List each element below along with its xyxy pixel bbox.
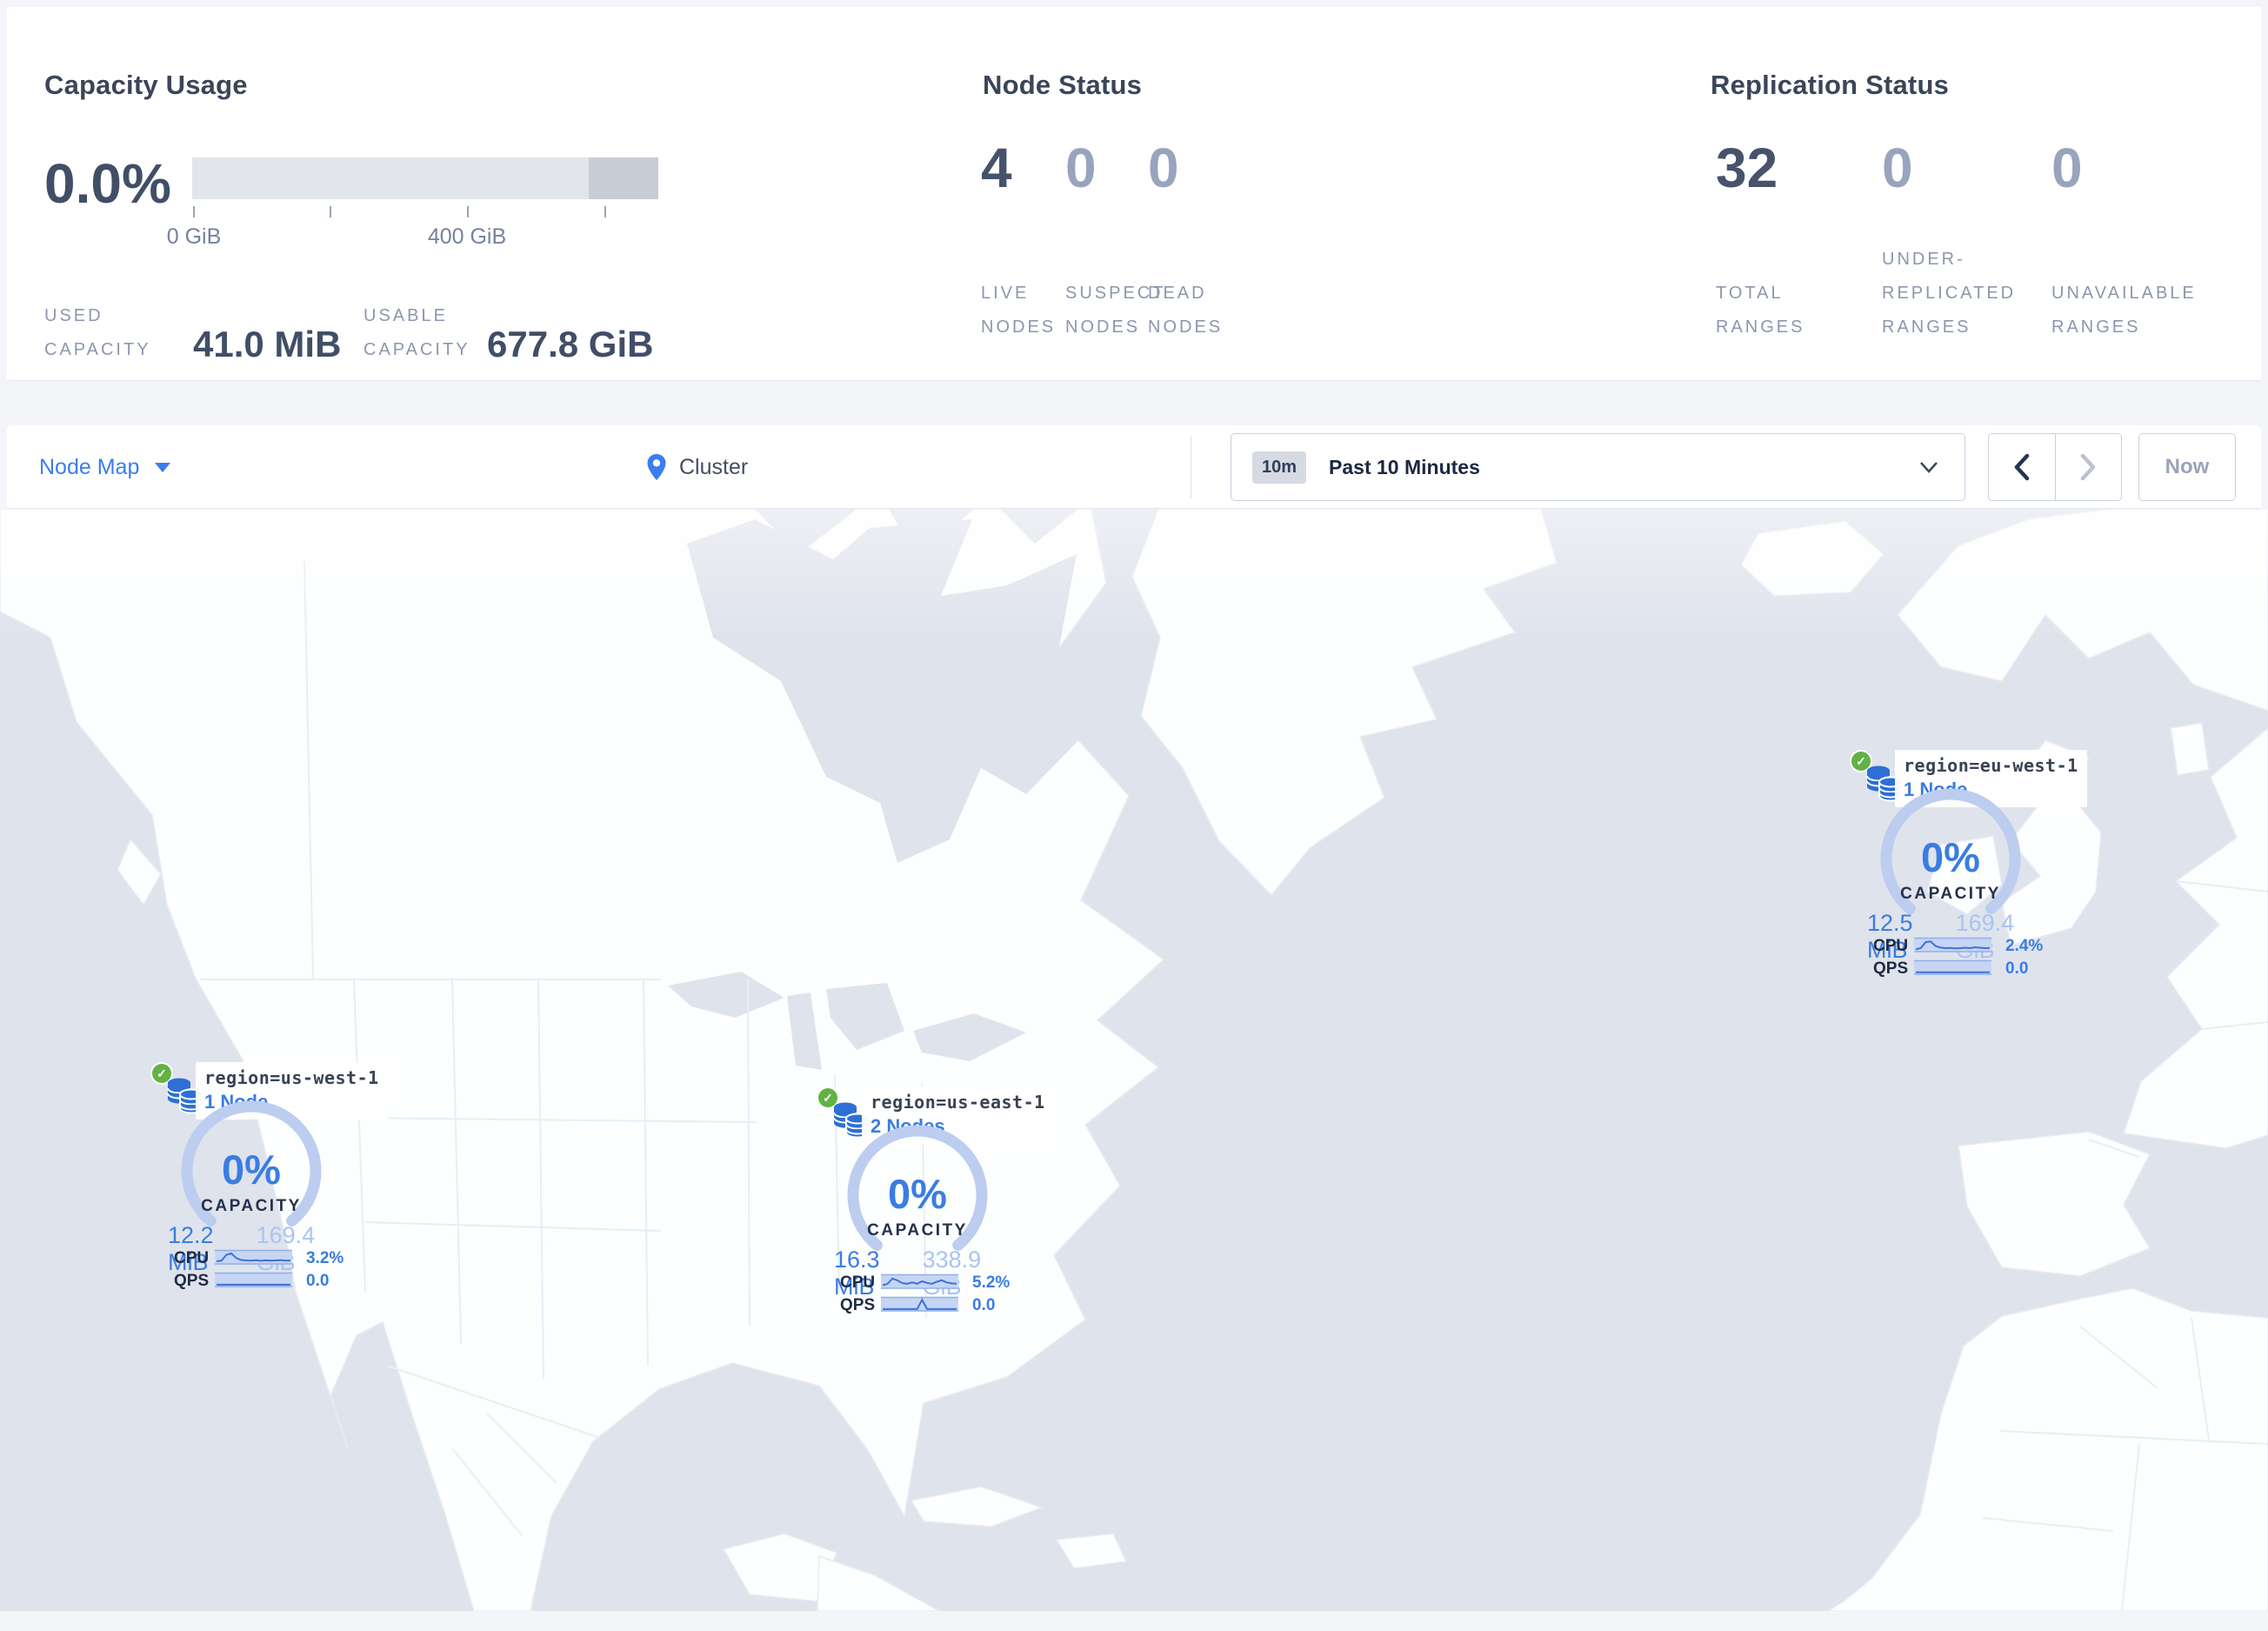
capacity-used: 12.5 MiB bbox=[1867, 910, 1913, 963]
cpu-label: CPU bbox=[1873, 937, 1909, 955]
healthy-check-icon: ✓ bbox=[818, 1088, 837, 1107]
capacity-percent: 0.0% bbox=[44, 152, 171, 215]
under-replicated-label: UNDER-REPLICATED RANGES bbox=[1882, 250, 2017, 337]
capacity-axis-label-0: 0 GiB bbox=[166, 224, 222, 249]
cpu-row: CPU 3.2% bbox=[174, 1249, 361, 1268]
capacity-used: 12.2 MiB bbox=[168, 1222, 214, 1275]
region-marker-us-west-1[interactable]: ✓ region=us-west-1 1 Node bbox=[145, 1057, 388, 1300]
unavailable-label: UNAVAILABLE RANGES bbox=[2051, 284, 2197, 337]
qps-label: QPS bbox=[840, 1296, 876, 1314]
cpu-row: CPU 5.2% bbox=[840, 1273, 1027, 1293]
region-name: region=eu-west-1 bbox=[1904, 755, 2078, 776]
qps-row: QPS 0.0 bbox=[1873, 959, 2060, 979]
replication-status-title: Replication Status bbox=[1711, 70, 1950, 100]
chevron-right-icon bbox=[2081, 453, 2096, 481]
used-capacity-value: 41.0 MiB bbox=[193, 324, 342, 364]
region-marker-eu-west-1[interactable]: ✓ region=eu-west-1 1 Node bbox=[1844, 745, 2087, 988]
cpu-label: CPU bbox=[840, 1273, 876, 1292]
qps-label: QPS bbox=[174, 1272, 210, 1290]
breadcrumb-label: Cluster bbox=[679, 454, 749, 479]
capacity-axis-tick bbox=[467, 206, 469, 217]
qps-label: QPS bbox=[1873, 959, 1909, 978]
qps-row: QPS 0.0 bbox=[840, 1296, 1027, 1315]
cpu-value: 5.2% bbox=[972, 1273, 1011, 1292]
now-button[interactable]: Now bbox=[2138, 433, 2236, 501]
capacity-gauge bbox=[181, 1100, 322, 1241]
cpu-sparkline bbox=[215, 1249, 292, 1265]
cpu-value: 2.4% bbox=[2005, 937, 2044, 955]
node-status-title: Node Status bbox=[983, 70, 1143, 100]
suspect-nodes-count: 0 bbox=[1065, 137, 1097, 199]
capacity-gauge bbox=[1880, 788, 2021, 929]
capacity-used: 16.3 MiB bbox=[834, 1247, 880, 1300]
time-range-badge: 10m bbox=[1252, 451, 1307, 484]
unavailable-count: 0 bbox=[2051, 137, 2083, 199]
view-selector-dropdown[interactable]: Node Map bbox=[39, 425, 171, 509]
qps-value: 0.0 bbox=[2005, 959, 2029, 978]
gauge-percent: 0% bbox=[222, 1146, 281, 1193]
healthy-check-icon: ✓ bbox=[152, 1064, 171, 1083]
healthy-check-icon: ✓ bbox=[1851, 752, 1871, 771]
qps-value: 0.0 bbox=[972, 1296, 996, 1314]
capacity-bar-reserved bbox=[589, 157, 658, 199]
usable-capacity-value: 677.8 GiB bbox=[487, 324, 654, 364]
cpu-sparkline bbox=[1914, 937, 1991, 953]
under-replicated-count: 0 bbox=[1882, 137, 1913, 199]
breadcrumb[interactable]: Cluster bbox=[646, 425, 748, 509]
region-name: region=us-west-1 bbox=[204, 1067, 379, 1088]
chevron-left-icon bbox=[2014, 453, 2029, 481]
cluster-summary-panel: Capacity Usage 0.0% 0 GiB 400 GiB USED C… bbox=[7, 7, 2261, 381]
cpu-label: CPU bbox=[174, 1249, 210, 1267]
view-selector-label: Node Map bbox=[39, 454, 140, 479]
suspect-nodes-label: SUSPECT NODES bbox=[1065, 284, 1166, 337]
node-map[interactable]: ✓ region=us-west-1 1 Node bbox=[0, 509, 2268, 1611]
used-capacity-label: USED CAPACITY bbox=[44, 306, 151, 359]
qps-sparkline bbox=[881, 1296, 958, 1312]
map-toolbar: Node Map Cluster 10m Past 10 Minutes bbox=[7, 425, 2261, 509]
region-name: region=us-east-1 bbox=[871, 1092, 1045, 1113]
usable-capacity-label: USABLE CAPACITY bbox=[364, 306, 470, 359]
capacity-usage-title: Capacity Usage bbox=[44, 70, 248, 100]
gauge-capacity-label: CAPACITY bbox=[201, 1197, 302, 1215]
live-nodes-count: 4 bbox=[981, 137, 1012, 199]
capacity-bar bbox=[192, 157, 658, 199]
caret-down-icon bbox=[155, 462, 171, 472]
dead-nodes-count: 0 bbox=[1148, 137, 1179, 199]
map-pin-icon bbox=[647, 454, 666, 480]
gauge-capacity-label: CAPACITY bbox=[1900, 885, 2001, 903]
qps-sparkline bbox=[1914, 959, 1991, 975]
total-ranges-count: 32 bbox=[1716, 137, 1778, 199]
capacity-axis-tick bbox=[330, 206, 331, 217]
capacity-gauge bbox=[847, 1125, 988, 1266]
world-map bbox=[0, 509, 2268, 1611]
time-range-label: Past 10 Minutes bbox=[1329, 455, 1480, 478]
chevron-down-icon bbox=[1920, 462, 1938, 473]
qps-sparkline bbox=[215, 1272, 292, 1287]
region-marker-us-east-1[interactable]: ✓ region=us-east-1 2 Nodes bbox=[811, 1081, 1054, 1325]
dead-nodes-label: DEAD NODES bbox=[1148, 284, 1224, 337]
capacity-axis-tick bbox=[604, 206, 606, 217]
total-ranges-label: TOTAL RANGES bbox=[1716, 284, 1805, 337]
qps-value: 0.0 bbox=[306, 1272, 330, 1290]
gauge-capacity-label: CAPACITY bbox=[867, 1221, 968, 1240]
time-range-select[interactable]: 10m Past 10 Minutes bbox=[1231, 433, 1965, 501]
cpu-row: CPU 2.4% bbox=[1873, 937, 2060, 956]
cpu-sparkline bbox=[881, 1273, 958, 1289]
capacity-axis-label-400: 400 GiB bbox=[427, 224, 507, 249]
gauge-percent: 0% bbox=[1921, 834, 1980, 880]
qps-row: QPS 0.0 bbox=[174, 1272, 361, 1291]
time-range-arrows bbox=[1988, 433, 2122, 501]
gauge-percent: 0% bbox=[888, 1171, 947, 1217]
time-forward-button[interactable] bbox=[2054, 434, 2122, 500]
live-nodes-label: LIVE NODES bbox=[981, 284, 1057, 337]
capacity-axis-tick bbox=[193, 206, 195, 217]
time-back-button[interactable] bbox=[1989, 434, 2055, 500]
cpu-value: 3.2% bbox=[306, 1249, 344, 1267]
